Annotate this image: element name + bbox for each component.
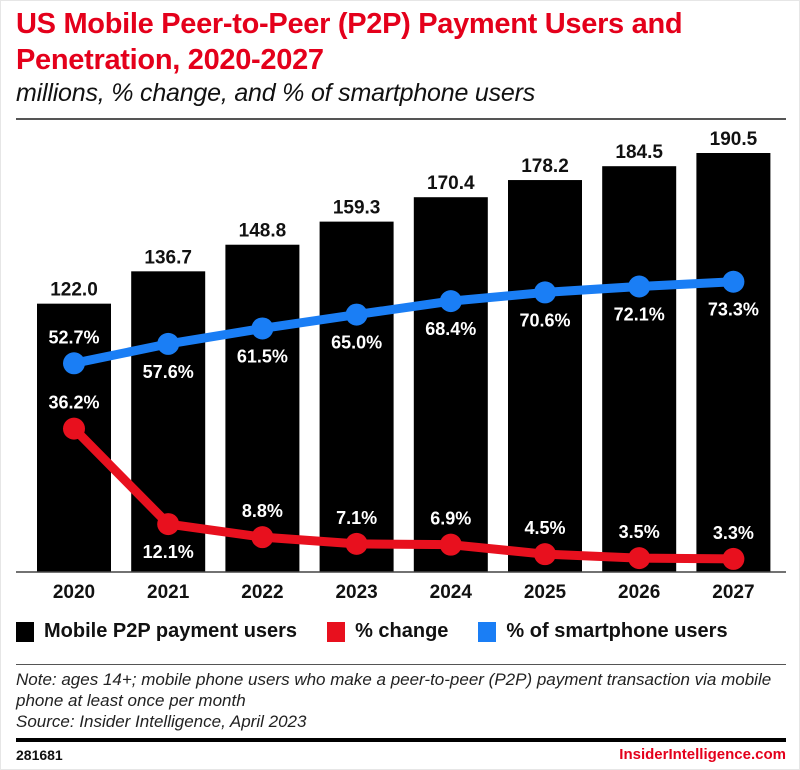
- pct-change-point-2024: [439, 533, 462, 556]
- bar-value-label: 136.7: [144, 247, 192, 268]
- legend-label-change: % change: [355, 620, 449, 642]
- pct-change-point-2027: [722, 547, 745, 570]
- pct-smartphone-point-2021: [157, 332, 180, 355]
- pct-change-value-label: 3.5%: [619, 522, 660, 542]
- chart-subtitle: millions, % change, and % of smartphone …: [16, 79, 536, 107]
- bar-2026: [602, 166, 677, 573]
- pct-change-point-2025: [534, 543, 556, 566]
- chart-plot: 122.0 136.7 148.8 159.3 170.4 178.2 184.5 190.5…: [16, 129, 786, 603]
- pct-change-point-2023: [345, 532, 368, 555]
- bar-2025: [508, 180, 582, 573]
- x-tick-label: 2024: [430, 582, 473, 603]
- x-tick-label: 2020: [53, 582, 95, 603]
- pct-smartphone-point-2020: [63, 352, 85, 375]
- pct-change-value-label: 12.1%: [143, 542, 194, 562]
- bar-2023: [319, 221, 394, 572]
- pct-change-line: [69, 424, 738, 564]
- pct-smartphone-value-label: 57.6%: [143, 362, 194, 382]
- pct-smartphone-value-label: 73.3%: [708, 300, 759, 320]
- footer-divider: [16, 664, 786, 665]
- bar-labels-layer: 122.0 136.7 148.8 159.3 170.4 178.2 184.5 190.5: [50, 129, 757, 301]
- x-tick-label: 2027: [712, 582, 754, 603]
- pct-change-point-2020: [63, 417, 85, 440]
- x-tick-labels: 2020 2021 2022 2023 2024 2025 2026 2027: [53, 582, 755, 603]
- legend-swatch-change: [327, 621, 346, 642]
- pct-smartphone-value-label: 70.6%: [519, 310, 570, 330]
- pct-smartphone-value-label: 68.4%: [425, 319, 476, 339]
- legend-item-change: % change: [327, 620, 448, 643]
- x-tick-label: 2025: [524, 582, 567, 603]
- legend-swatch-smartphone: [478, 621, 497, 642]
- chart-id: 281681: [16, 747, 63, 763]
- pct-smartphone-point-2024: [439, 290, 462, 313]
- lines-layer: [63, 270, 745, 570]
- x-tick-label: 2026: [618, 582, 660, 603]
- brand-link[interactable]: InsiderIntelligence.com: [619, 746, 786, 763]
- pct-change-value-label: 6.9%: [430, 509, 471, 529]
- bar-value-label: 190.5: [710, 129, 758, 150]
- bar-2024: [413, 197, 488, 572]
- pct-change-value-label: 4.5%: [524, 518, 565, 538]
- pct-smartphone-value-label: 65.0%: [331, 333, 382, 353]
- pct-change-point-2021: [157, 513, 180, 536]
- bar-2027: [696, 153, 771, 572]
- pct-smartphone-line: [69, 277, 738, 368]
- bar-value-label: 148.8: [239, 221, 287, 242]
- source-text: Source: Insider Intelligence, April 2023: [16, 712, 307, 731]
- pct-smartphone-point-2027: [722, 270, 745, 293]
- pct-smartphone-point-2023: [345, 303, 368, 326]
- x-tick-label: 2023: [335, 582, 377, 603]
- pct-smartphone-point-2022: [251, 317, 274, 340]
- pct-smartphone-point-2025: [534, 281, 556, 304]
- pct-change-value-label: 8.8%: [242, 501, 283, 521]
- bars-layer: [37, 153, 771, 573]
- line-labels-layer: 36.2% 12.1% 8.8% 7.1% 6.9% 4.5% 3.5% 3.3% 52.7% 5…: [48, 300, 758, 562]
- pct-change-value-label: 36.2%: [48, 393, 99, 413]
- footer-bottom-rule: [16, 738, 786, 742]
- footnote: Note: ages 14+; mobile phone users who m…: [16, 669, 786, 732]
- pct-smartphone-value-label: 61.5%: [237, 346, 288, 366]
- x-tick-label: 2021: [147, 582, 190, 603]
- legend-label-smartphone: % of smartphone users: [506, 620, 728, 642]
- pct-change-value-label: 7.1%: [336, 508, 377, 528]
- pct-smartphone-value-label: 52.7%: [48, 327, 99, 347]
- x-tick-label: 2022: [241, 582, 283, 603]
- legend-item-smartphone: % of smartphone users: [478, 620, 728, 643]
- note-text: Note: ages 14+; mobile phone users who m…: [16, 670, 772, 710]
- bar-value-label: 170.4: [427, 173, 475, 194]
- header-divider: [16, 118, 786, 120]
- bar-value-label: 122.0: [50, 280, 98, 301]
- legend-label-users: Mobile P2P payment users: [44, 620, 298, 642]
- legend-item-users: Mobile P2P payment users: [16, 620, 297, 643]
- bar-value-label: 184.5: [615, 142, 663, 163]
- bar-value-label: 178.2: [521, 156, 569, 177]
- pct-change-point-2022: [251, 526, 274, 549]
- pct-smartphone-value-label: 72.1%: [614, 304, 665, 324]
- chart-title: US Mobile Peer-to-Peer (P2P) Payment Use…: [16, 8, 683, 76]
- legend: Mobile P2P payment users % change % of s…: [16, 620, 758, 643]
- bar-value-label: 159.3: [333, 198, 381, 219]
- pct-change-point-2026: [628, 547, 651, 570]
- pct-smartphone-point-2026: [628, 275, 651, 298]
- bar-2022: [225, 244, 300, 572]
- pct-change-value-label: 3.3%: [713, 523, 754, 543]
- legend-swatch-users: [16, 621, 34, 642]
